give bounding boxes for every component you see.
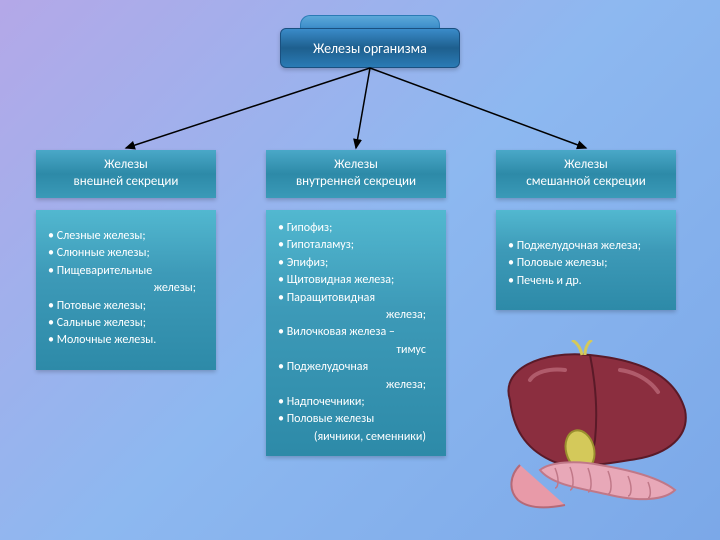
category-detail-internal: • Гипофиз;• Гипоталамуз;• Эпифиз;• Щитов… (266, 210, 446, 456)
list-item: • Гипофиз; (274, 220, 438, 237)
list-item: • Молочные железы. (44, 332, 208, 349)
category-header-text: Железы внешней секреции (74, 157, 179, 191)
title-tab (300, 15, 440, 29)
title-text: Железы организма (313, 40, 427, 57)
list-item: • Вилочковая железа –тимус (274, 324, 438, 359)
list-item: • Половые железы; (504, 255, 668, 272)
list-item: • Паращитовиднаяжелеза; (274, 290, 438, 325)
list-item: • Пищеварительныежелезы; (44, 263, 208, 298)
list-item: • Печень и др. (504, 273, 668, 290)
category-header-text: Железы внутренней секреции (296, 157, 416, 191)
list-item: • Сальные железы; (44, 315, 208, 332)
list-item: • Поджелудочная железа; (504, 238, 668, 255)
category-header-internal: Железы внутренней секреции (266, 150, 446, 198)
list-external: • Слезные железы;• Слюнные железы;• Пище… (44, 228, 208, 350)
list-item: • Слюнные железы; (44, 245, 208, 262)
list-item: • Потовые железы; (44, 298, 208, 315)
list-item: • Надпочечники; (274, 394, 438, 411)
list-item: • Эпифиз; (274, 255, 438, 272)
list-item: • Половые железы(яичники, семенники) (274, 411, 438, 446)
category-header-mixed: Железы смешанной секреции (496, 150, 676, 198)
category-detail-mixed: • Поджелудочная железа;• Половые железы;… (496, 210, 676, 310)
list-item: • Слезные железы; (44, 228, 208, 245)
list-item: • Поджелудочнаяжелеза; (274, 359, 438, 394)
category-header-text: Железы смешанной секреции (526, 157, 646, 191)
list-item: • Гипоталамуз; (274, 237, 438, 254)
title-box: Железы организма (280, 28, 460, 68)
category-detail-external: • Слезные железы;• Слюнные железы;• Пище… (36, 210, 216, 370)
category-header-external: Железы внешней секреции (36, 150, 216, 198)
organ-illustration (480, 340, 700, 520)
list-item: • Щитовидная железа; (274, 272, 438, 289)
list-internal: • Гипофиз;• Гипоталамуз;• Эпифиз;• Щитов… (274, 220, 438, 446)
list-mixed: • Поджелудочная железа;• Половые железы;… (504, 238, 668, 290)
